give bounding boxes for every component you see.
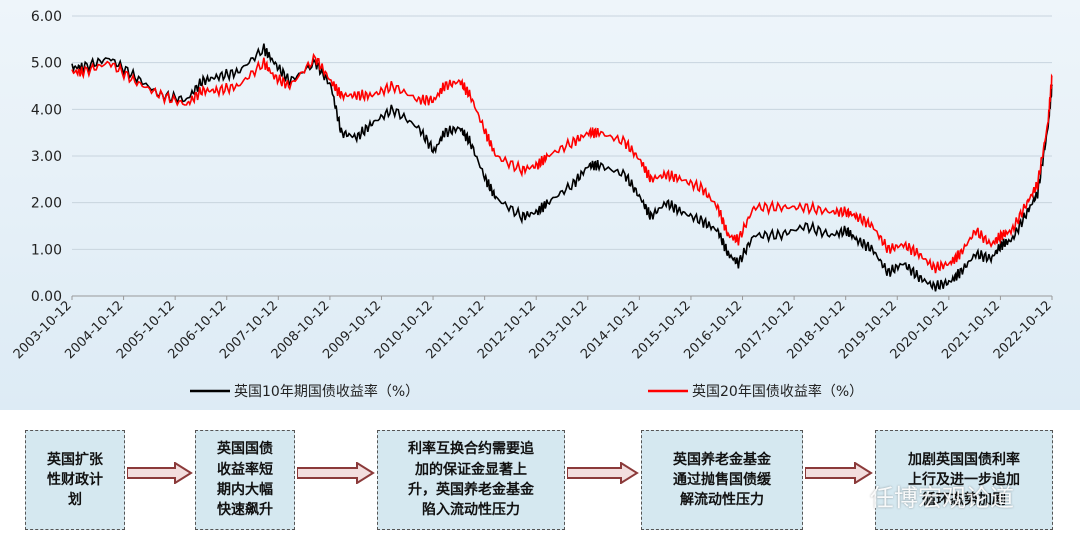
- series-line-2: [71, 52, 1053, 274]
- flow-box3-line4: 陷入流动性压力: [422, 502, 520, 519]
- y-tick-label: 1.00: [31, 242, 62, 258]
- flow-box-pension-sell: 英国养老金基金 通过抛售国债缓 解流动性压力: [641, 430, 803, 530]
- flow-box5-line2: 上行及进一步追加: [908, 471, 1020, 488]
- arrow-right-icon: [127, 462, 193, 484]
- flow-box1-line1: 英国扩张: [47, 451, 103, 468]
- flow-box2-line2: 收益率短: [217, 461, 273, 478]
- yield-chart: 0.001.002.003.004.005.006.002003-10-1220…: [11, 9, 1055, 400]
- flow-box2-line4: 快速飙升: [217, 502, 273, 519]
- flow-box3-line3: 升，英国养老金基金: [408, 482, 534, 498]
- watermark: 任博宏观论道: [830, 478, 1014, 513]
- arrow-right-icon: [297, 462, 375, 484]
- flow-box3-line1: 利率互换合约需要追: [408, 441, 534, 458]
- flow-box-margin-call: 利率互换合约需要追 加的保证金显著上 升，英国养老金基金 陷入流动性压力: [377, 430, 565, 530]
- flow-box4-line1: 英国养老金基金: [673, 451, 771, 468]
- series-line-1: [71, 43, 1053, 292]
- flow-box-yield-surge: 英国国债 收益率短 期内大幅 快速飙升: [195, 430, 295, 530]
- flow-box2-line3: 期内大幅: [217, 482, 273, 498]
- flow-diagram: 英国扩张 性财政计 划 英国国债 收益率短 期内大幅 快速飙升 利率互换合约需要…: [0, 410, 1080, 539]
- flow-box4-line3: 解流动性压力: [680, 492, 764, 509]
- flow-box2-line1: 英国国债: [217, 441, 273, 458]
- flow-box-spiral: 加剧英国国债利率 上行及进一步追加 循环态势加剧: [875, 430, 1053, 530]
- flow-box1-line2: 性财政计: [47, 471, 103, 488]
- y-tick-label: 4.00: [31, 102, 62, 118]
- arrow-right-icon: [805, 462, 873, 484]
- y-tick-label: 6.00: [31, 9, 62, 25]
- flow-box4-line2: 通过抛售国债缓: [673, 471, 771, 488]
- flow-box1-line3: 划: [68, 492, 82, 509]
- flow-box-fiscal-plan: 英国扩张 性财政计 划: [25, 430, 125, 530]
- y-tick-label: 0.00: [31, 289, 62, 305]
- arrow-right-icon: [567, 462, 639, 484]
- flow-box3-line2: 加的保证金显著上: [415, 461, 527, 478]
- y-tick-label: 2.00: [31, 196, 62, 212]
- flow-box5-line1: 加剧英国国债利率: [908, 451, 1020, 468]
- wechat-icon: [830, 482, 864, 509]
- y-tick-label: 3.00: [31, 149, 62, 165]
- flow-box5-line3: 循环态势加剧: [922, 492, 1006, 509]
- y-tick-label: 5.00: [31, 56, 62, 72]
- legend-label-20y: 英国20年国债收益率（%）: [692, 383, 863, 400]
- legend-label-10y: 英国10年期国债收益率（%）: [234, 383, 419, 400]
- watermark-text: 任博宏观论道: [870, 484, 1014, 512]
- chart-panel: 0.00 1.00 2.00 3.00 4.00 5.00 6.00 2003-10-12 20…: [0, 0, 1080, 410]
